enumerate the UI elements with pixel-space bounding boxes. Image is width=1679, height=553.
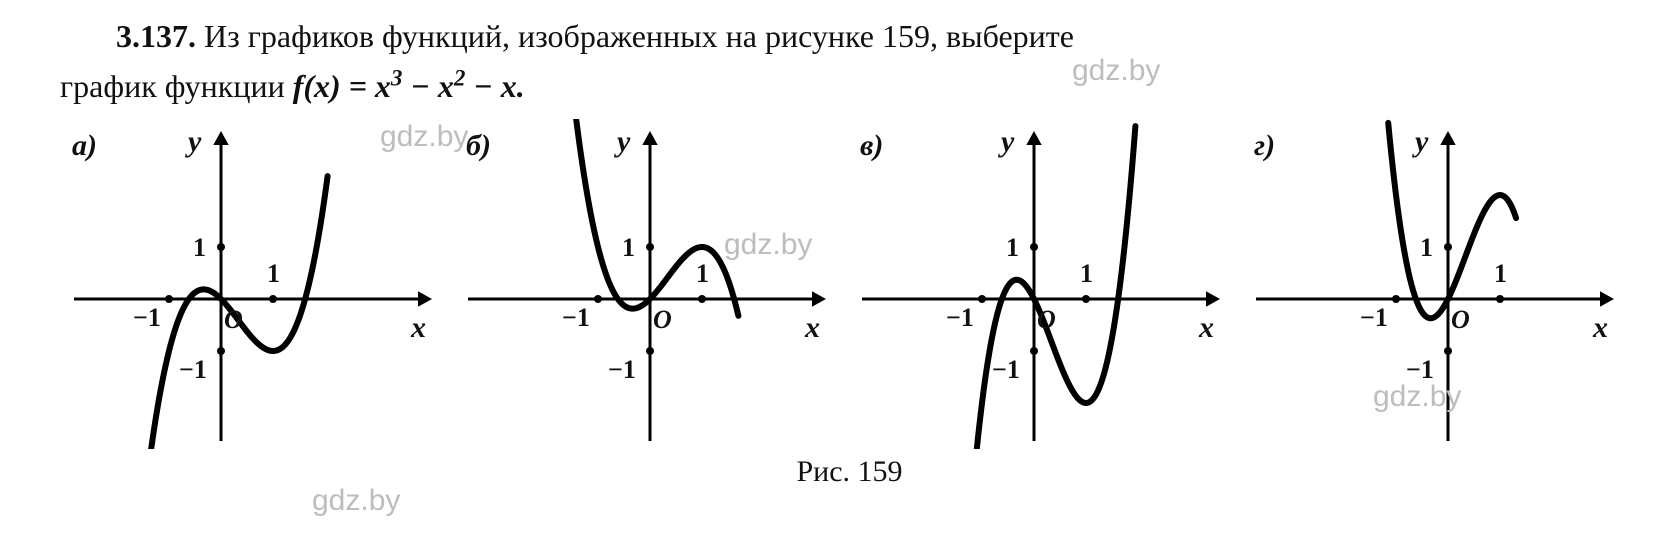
tick-dot — [1444, 243, 1452, 251]
problem-formula: f(x) = x3 − x2 − x. — [293, 68, 525, 104]
tick-label: −1 — [946, 303, 974, 333]
origin-label: O — [224, 305, 243, 335]
y-axis-label: y — [1001, 125, 1014, 159]
tick-dot — [1030, 243, 1038, 251]
tick-label: 1 — [696, 259, 709, 289]
y-axis-arrow — [642, 131, 657, 145]
tick-label: 1 — [1080, 259, 1093, 289]
plot-svg — [1248, 119, 1633, 449]
plot-svg — [854, 119, 1239, 449]
figure-caption: Рис. 159 — [60, 455, 1639, 489]
tick-label: −1 — [133, 303, 161, 333]
tick-dot — [646, 347, 654, 355]
x-axis-arrow — [418, 291, 432, 306]
chart-panel-a: а)yxO1−11−1 — [66, 119, 451, 449]
x-axis-label: x — [1199, 311, 1214, 345]
x-axis-arrow — [812, 291, 826, 306]
function-curve — [976, 126, 1135, 449]
tick-dot — [594, 295, 602, 303]
tick-label: 1 — [1420, 233, 1433, 263]
tick-dot — [165, 295, 173, 303]
tick-label: −1 — [179, 355, 207, 385]
tick-dot — [978, 295, 986, 303]
tick-label: −1 — [1360, 303, 1388, 333]
tick-label: −1 — [608, 355, 636, 385]
tick-dot — [217, 347, 225, 355]
tick-label: 1 — [1006, 233, 1019, 263]
tick-dot — [646, 243, 654, 251]
tick-label: 1 — [622, 233, 635, 263]
tick-label: −1 — [562, 303, 590, 333]
x-axis-arrow — [1206, 291, 1220, 306]
page: 3.137. Из графиков функций, изображенных… — [0, 0, 1679, 553]
tick-label: 1 — [1494, 259, 1507, 289]
origin-label: O — [1451, 305, 1470, 335]
y-axis-label: y — [1415, 125, 1428, 159]
y-axis-label: y — [188, 125, 201, 159]
tick-dot — [1030, 347, 1038, 355]
tick-label: −1 — [1406, 355, 1434, 385]
tick-label: −1 — [992, 355, 1020, 385]
chart-panels: а)yxO1−11−1б)yxO1−11−1в)yxO1−11−1г)yxO1−… — [60, 119, 1639, 449]
y-axis-arrow — [1026, 131, 1041, 145]
problem-text: 3.137. Из графиков функций, изображенных… — [60, 12, 1639, 111]
origin-label: O — [653, 305, 672, 335]
tick-dot — [269, 295, 277, 303]
origin-label: O — [1037, 305, 1056, 335]
function-curve — [576, 119, 738, 316]
x-axis-label: x — [411, 311, 426, 345]
plot-svg — [460, 119, 845, 449]
x-axis-label: x — [1593, 311, 1608, 345]
chart-panel-v: в)yxO1−11−1 — [854, 119, 1239, 449]
problem-line2-prefix: график функции — [60, 68, 293, 104]
tick-dot — [1444, 347, 1452, 355]
x-axis-arrow — [1600, 291, 1614, 306]
tick-label: 1 — [193, 233, 206, 263]
y-axis-arrow — [1440, 131, 1455, 145]
tick-dot — [217, 243, 225, 251]
y-axis-arrow — [213, 131, 228, 145]
problem-number: 3.137. — [116, 18, 196, 54]
chart-panel-g: г)yxO1−11−1 — [1248, 119, 1633, 449]
problem-line1: Из графиков функций, изображенных на рис… — [204, 18, 1074, 54]
chart-panel-b: б)yxO1−11−1 — [460, 119, 845, 449]
tick-dot — [1392, 295, 1400, 303]
y-axis-label: y — [617, 125, 630, 159]
plot-svg — [66, 119, 451, 449]
tick-dot — [1082, 295, 1090, 303]
tick-dot — [1496, 295, 1504, 303]
tick-dot — [698, 295, 706, 303]
tick-label: 1 — [267, 259, 280, 289]
x-axis-label: x — [805, 311, 820, 345]
